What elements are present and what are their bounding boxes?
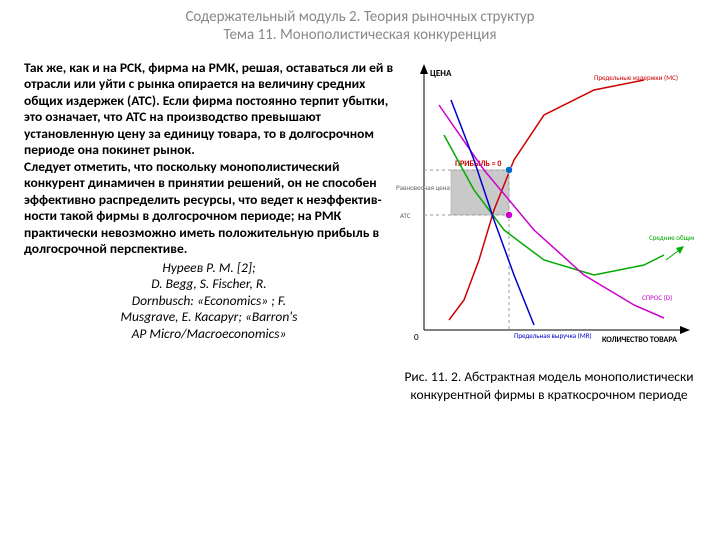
figure-caption: Рис. 11. 2. Абстрактная модель монополис… (394, 368, 704, 403)
ref-line: Musgrave, E. Kacapyr; «Barron's (24, 309, 394, 325)
paragraph: Так же, как и на РСК, фирма на РМК, реша… (24, 60, 394, 159)
svg-text:Равновесная цена: Равновесная цена (396, 183, 450, 192)
references: Нуреев Р. М. [2];D. Begg, S. Fischer, R.… (24, 260, 394, 342)
svg-text:СПРОС (D): СПРОС (D) (642, 293, 672, 302)
chart-container: ЦЕНАКОЛИЧЕСТВО ТОВАРА0ПРИБЫЛЬ = 0Равнове… (394, 60, 694, 360)
ref-line: D. Begg, S. Fischer, R. (24, 276, 394, 292)
svg-text:0: 0 (414, 332, 419, 343)
title-module: Содержательный модуль 2. Теория рыночных… (20, 8, 700, 26)
svg-text:Предельная выручка (MR): Предельная выручка (MR) (514, 331, 592, 340)
ref-line: Нуреев Р. М. [2]; (24, 260, 394, 276)
figure-column: ЦЕНАКОЛИЧЕСТВО ТОВАРА0ПРИБЫЛЬ = 0Равнове… (394, 60, 704, 403)
title-topic: Тема 11. Монополистическая конкуренция (20, 26, 700, 44)
ref-line: AP Micro/Macroeconomics» (24, 326, 394, 342)
body-column: Так же, как и на РСК, фирма на РМК, реша… (24, 60, 394, 403)
slide-header: Содержательный модуль 2. Теория рыночных… (0, 0, 720, 48)
svg-text:ATC: ATC (400, 211, 411, 220)
svg-text:Средние общие издержки (ATC): Средние общие издержки (ATC) (649, 233, 694, 242)
body-text: Так же, как и на РСК, фирма на РМК, реша… (24, 60, 394, 258)
svg-text:Предельные издержки (MC): Предельные издержки (MC) (594, 73, 678, 82)
ref-line: Dornbusch: «Economics» ; F. (24, 293, 394, 309)
content-row: Так же, как и на РСК, фирма на РМК, реша… (0, 48, 720, 403)
paragraph: Следует отметить, что поскольку монополи… (24, 159, 394, 258)
svg-text:ЦЕНА: ЦЕНА (430, 68, 452, 79)
svg-text:КОЛИЧЕСТВО ТОВАРА: КОЛИЧЕСТВО ТОВАРА (602, 335, 677, 345)
chart-svg: ЦЕНАКОЛИЧЕСТВО ТОВАРА0ПРИБЫЛЬ = 0Равнове… (394, 60, 694, 360)
